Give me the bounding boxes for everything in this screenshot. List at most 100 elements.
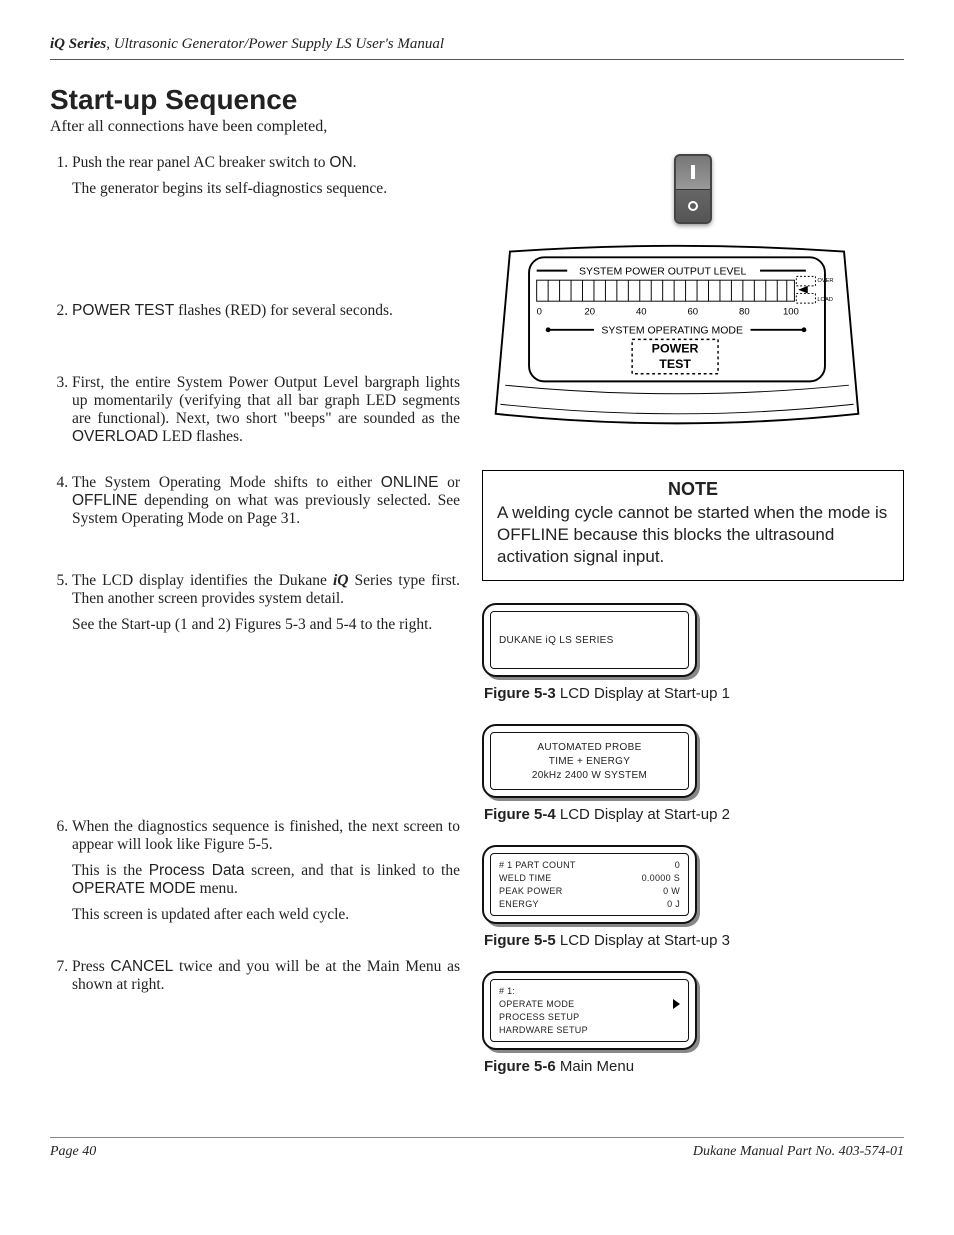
lcd54-line1: AUTOMATED PROBE [537,742,641,753]
step1-a: Push the rear panel AC breaker switch to [72,154,329,171]
spacer [72,320,460,360]
step-1: Push the rear panel AC breaker switch to… [72,154,460,288]
step5-d: See the Start-up (1 and 2) Figures 5-3 a… [72,616,460,634]
fig53-caption-b: Figure 5-3 [484,685,556,702]
step7-b: CANCEL [110,958,173,975]
tick-20: 20 [584,307,595,318]
bargraph-svg: SYSTEM POWER OUTPUT LEVEL [482,242,872,452]
running-header: iQ Series, Ultrasonic Generator/Power Su… [50,36,904,60]
step6-b1: This is the [72,862,149,879]
section-title: Start-up Sequence [50,84,904,116]
lcd54-line2: TIME + ENERGY [549,756,630,767]
step7-a: Press [72,958,110,975]
note-title: NOTE [497,479,889,500]
step3-b: LED [366,392,396,409]
lcd-inner: # 1: OPERATE MODE PROCESS SETUP HARDWARE… [490,979,689,1042]
switch-off-half [676,190,710,223]
step6-b: This is the Process Data screen, and tha… [72,862,460,898]
step5-b: iQ [333,572,349,589]
l1: # 1: [499,986,680,996]
lcd-inner: # 1 PART COUNT0 WELD TIME0.0000 S PEAK P… [490,853,689,916]
tick-60: 60 [688,307,699,318]
header-series: iQ Series [50,36,106,52]
step4-b: ONLINE [381,474,439,491]
spacer [72,924,460,944]
r3l: PEAK POWER [499,886,563,896]
load-label: LOAD [817,297,833,303]
spacer [72,446,460,460]
lcd-fig-5-4: AUTOMATED PROBE TIME + ENERGY 20kHz 2400… [482,724,697,798]
lcd53-line1: DUKANE iQ LS SERIES [499,635,680,646]
test-label: TEST [659,357,691,371]
lcd-fig-5-5: # 1 PART COUNT0 WELD TIME0.0000 S PEAK P… [482,845,697,924]
power-label: POWER [652,342,699,356]
step2-b: flashes (RED) for several seconds. [174,302,393,319]
menu-arrow-icon [673,999,680,1009]
step6-b5: menu. [196,880,238,897]
lcd54-line3: 20kHz 2400 W SYSTEM [532,770,647,781]
spacer [72,198,460,288]
tick-80: 80 [739,307,750,318]
step4-a: The System Operating Mode shifts to eith… [72,474,381,491]
rocker-switch-icon [674,154,712,224]
two-column-layout: Push the rear panel AC breaker switch to… [50,154,904,1097]
step-3: First, the entire System Power Output Le… [72,374,460,460]
step-5: The LCD display identifies the Dukane iQ… [72,572,460,804]
step6-b2: Process Data [149,862,245,879]
step3-d: OVERLOAD [72,428,158,445]
over-label: OVER [817,278,833,284]
intro-text: After all connections have been complete… [50,118,904,136]
step6-b4: OPERATE MODE [72,880,196,897]
l4: HARDWARE SETUP [499,1025,680,1035]
footer-right: Dukane Manual Part No. 403-574-01 [693,1144,904,1160]
tick-100: 100 [783,307,799,318]
fig54-caption: Figure 5-4 LCD Display at Start-up 2 [484,806,904,823]
fig54-caption-r: LCD Display at Start-up 2 [556,806,730,823]
right-column: SYSTEM POWER OUTPUT LEVEL [482,154,904,1097]
r3r: 0 W [663,886,680,896]
step6-c: This screen is updated after each weld c… [72,906,460,924]
steps-list: Push the rear panel AC breaker switch to… [50,154,460,994]
spacer [72,634,460,804]
step6-b3: screen, and that is linked to the [245,862,461,879]
r4l: ENERGY [499,899,539,909]
l3: PROCESS SETUP [499,1012,680,1022]
note-box: NOTE A welding cycle cannot be started w… [482,470,904,581]
l2: OPERATE MODE [499,999,574,1009]
r2r: 0.0000 S [642,873,680,883]
step-6: When the diagnostics sequence is finishe… [72,818,460,944]
step4-d: OFFLINE [72,492,137,509]
note-body: A welding cycle cannot be started when t… [497,502,889,568]
step5-a: The LCD display identifies the Dukane [72,572,333,589]
step1-on: ON [329,154,352,171]
fig55-caption-b: Figure 5-5 [484,932,556,949]
footer-left: Page 40 [50,1144,96,1160]
spacer [72,528,460,558]
tick-0: 0 [537,307,542,318]
bargraph-top-label: SYSTEM POWER OUTPUT LEVEL [579,265,746,277]
breaker-switch-figure [482,154,904,224]
r4r: 0 J [667,899,680,909]
page-footer: Page 40 Dukane Manual Part No. 403-574-0… [50,1137,904,1160]
step-4: The System Operating Mode shifts to eith… [72,474,460,558]
page: iQ Series, Ultrasonic Generator/Power Su… [0,0,954,1190]
r1l: # 1 PART COUNT [499,860,576,870]
fig53-caption-r: LCD Display at Start-up 1 [556,685,730,702]
lcd-fig-5-3: DUKANE iQ LS SERIES [482,603,697,677]
header-rest: , Ultrasonic Generator/Power Supply LS U… [106,36,444,52]
lcd-inner: AUTOMATED PROBE TIME + ENERGY 20kHz 2400… [490,732,689,790]
bargraph-mid-label: SYSTEM OPERATING MODE [601,325,743,337]
step2-a: POWER TEST [72,302,174,319]
fig54-caption-b: Figure 5-4 [484,806,556,823]
fig56-caption-r: Main Menu [556,1058,634,1075]
step3-e: LED flashes. [158,428,243,445]
tick-40: 40 [636,307,647,318]
fig55-caption: Figure 5-5 LCD Display at Start-up 3 [484,932,904,949]
left-column: Push the rear panel AC breaker switch to… [50,154,460,1008]
step-2: POWER TEST flashes (RED) for several sec… [72,302,460,360]
step6-a: When the diagnostics sequence is finishe… [72,818,460,853]
r2l: WELD TIME [499,873,552,883]
switch-on-half [676,156,710,190]
lcd-inner: DUKANE iQ LS SERIES [490,611,689,669]
bargraph-figure: SYSTEM POWER OUTPUT LEVEL [482,242,904,452]
